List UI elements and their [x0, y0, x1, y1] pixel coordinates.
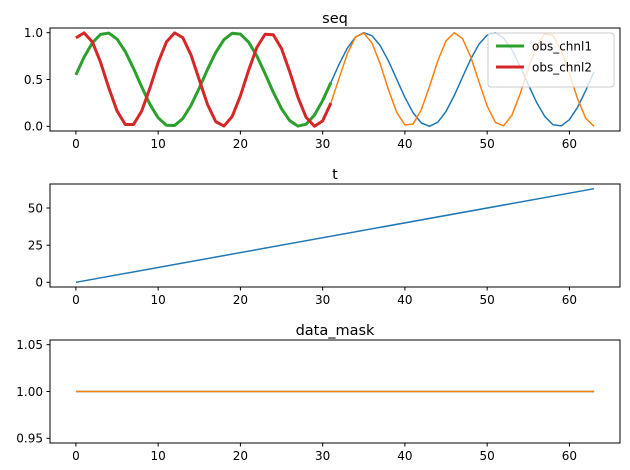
series-line-obs-chnl2: [75, 31, 333, 128]
chart-panel-t: t 0 10 20 30 40 50 60 0 25 50: [28, 167, 621, 307]
x-tick-label: 0: [72, 449, 80, 463]
y-tick-label: 1.00: [16, 385, 43, 399]
y-tick-label: 50: [28, 201, 43, 215]
x-tick-label: 30: [315, 449, 330, 463]
x-tick-label: 20: [233, 449, 248, 463]
y-tick-label: 0: [35, 276, 43, 290]
x-tick-label: 40: [397, 137, 412, 151]
x-tick-label: 0: [72, 137, 80, 151]
series-group: [75, 187, 595, 284]
series-line-obs-chnl1: [74, 31, 333, 128]
legend: obs_chnl1 obs_chnl2: [487, 32, 615, 88]
y-tick-label: 1.0: [24, 26, 43, 40]
y-tick-label: 0.5: [24, 73, 43, 87]
legend-label-obs-chnl2: obs_chnl2: [532, 60, 592, 74]
series-line-1: [75, 187, 595, 284]
x-tick-label: 30: [315, 137, 330, 151]
legend-label-obs-chnl1: obs_chnl1: [532, 39, 592, 53]
chart-title: data_mask: [296, 323, 375, 339]
chart-panel-data-mask: data_mask 0 10 20 30 40 50 60 0.95 1.00 1.05: [16, 323, 621, 463]
x-tick-label: 50: [480, 137, 495, 151]
x-tick-label: 20: [233, 137, 248, 151]
x-tick-label: 60: [562, 449, 577, 463]
x-tick-label: 30: [315, 293, 330, 307]
y-tick-label: 0.95: [16, 432, 43, 446]
x-tick-label: 50: [480, 449, 495, 463]
x-tick-label: 50: [480, 293, 495, 307]
x-tick-label: 40: [397, 293, 412, 307]
chart-title: seq: [322, 11, 348, 27]
x-tick-label: 60: [562, 293, 577, 307]
x-tick-label: 40: [397, 449, 412, 463]
x-tick-label: 10: [151, 137, 166, 151]
x-tick-label: 10: [151, 293, 166, 307]
y-tick-label: 25: [28, 238, 43, 252]
x-tick-label: 0: [72, 293, 80, 307]
x-tick-label: 10: [151, 449, 166, 463]
y-tick-label: 0.0: [24, 120, 43, 134]
x-tick-label: 20: [233, 293, 248, 307]
plot-frame: [49, 183, 621, 288]
chart-title: t: [332, 167, 338, 183]
y-tick-label: 1.05: [16, 338, 43, 352]
x-tick-label: 60: [562, 137, 577, 151]
